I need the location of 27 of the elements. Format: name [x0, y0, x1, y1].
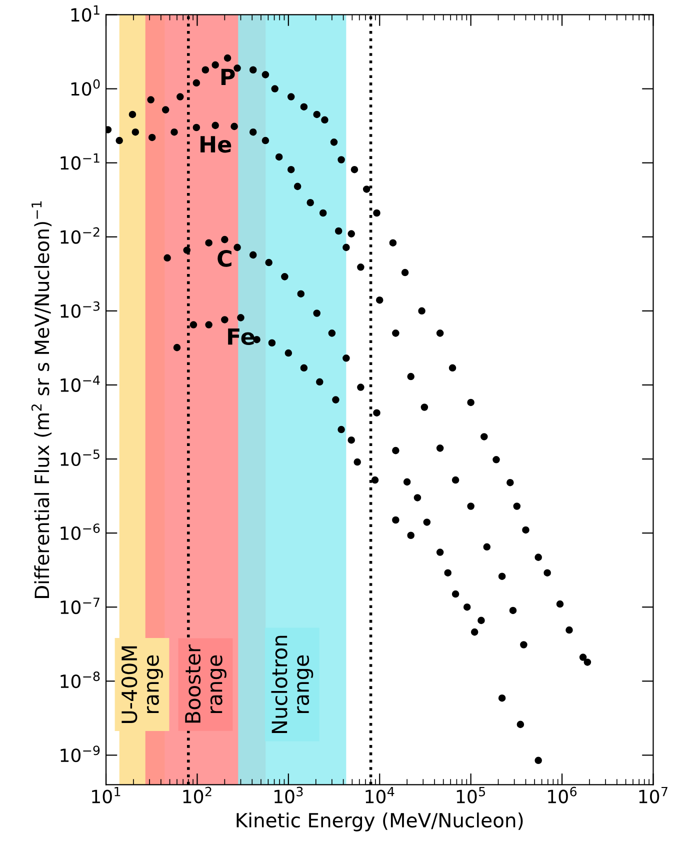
x-tick-label: 10$^{7}$ [639, 786, 668, 804]
series-label: Fe [228, 328, 254, 345]
y-tick-label: 10$^{0}$ [71, 79, 100, 96]
x-axis-title: Kinetic Energy (MeV/Nucleon) [236, 812, 523, 832]
y-tick-label: 10$^{1}$ [71, 5, 100, 22]
y-tick-label: 10$^{−2}$ [60, 227, 100, 244]
y-tick-label: 10$^{−1}$ [60, 153, 100, 170]
x-tick-label: 10$^{3}$ [274, 786, 303, 804]
x-tick-label: 10$^{6}$ [548, 786, 577, 804]
y-tick-label: 10$^{−8}$ [60, 672, 100, 688]
y-tick-label: 10$^{−6}$ [60, 523, 100, 540]
y-tick-label: 10$^{−4}$ [60, 376, 100, 392]
y-axis-title: Differential Flux (m$^{2}$ sr s MeV/Nucleon)$^{−1}$ [31, 201, 52, 598]
y-tick-label: 10$^{−7}$ [60, 598, 100, 614]
x-tick-label: 10$^{4}$ [366, 786, 394, 804]
x-tick-label: 10$^{5}$ [456, 786, 486, 804]
band-label: U-400M range [121, 646, 163, 723]
series-label: P [221, 68, 235, 86]
series-label: He [200, 136, 232, 153]
band-label: Booster range [185, 644, 226, 723]
series-label: C [218, 250, 232, 267]
y-tick-label: 10$^{−3}$ [60, 301, 100, 318]
x-tick-label: 10$^{1}$ [92, 786, 120, 804]
x-tick-label: 10$^{2}$ [183, 786, 212, 804]
band-label: Nuclotron range [271, 636, 314, 733]
y-tick-label: 10$^{−9}$ [60, 746, 100, 762]
y-tick-label: 10$^{−5}$ [60, 450, 100, 466]
